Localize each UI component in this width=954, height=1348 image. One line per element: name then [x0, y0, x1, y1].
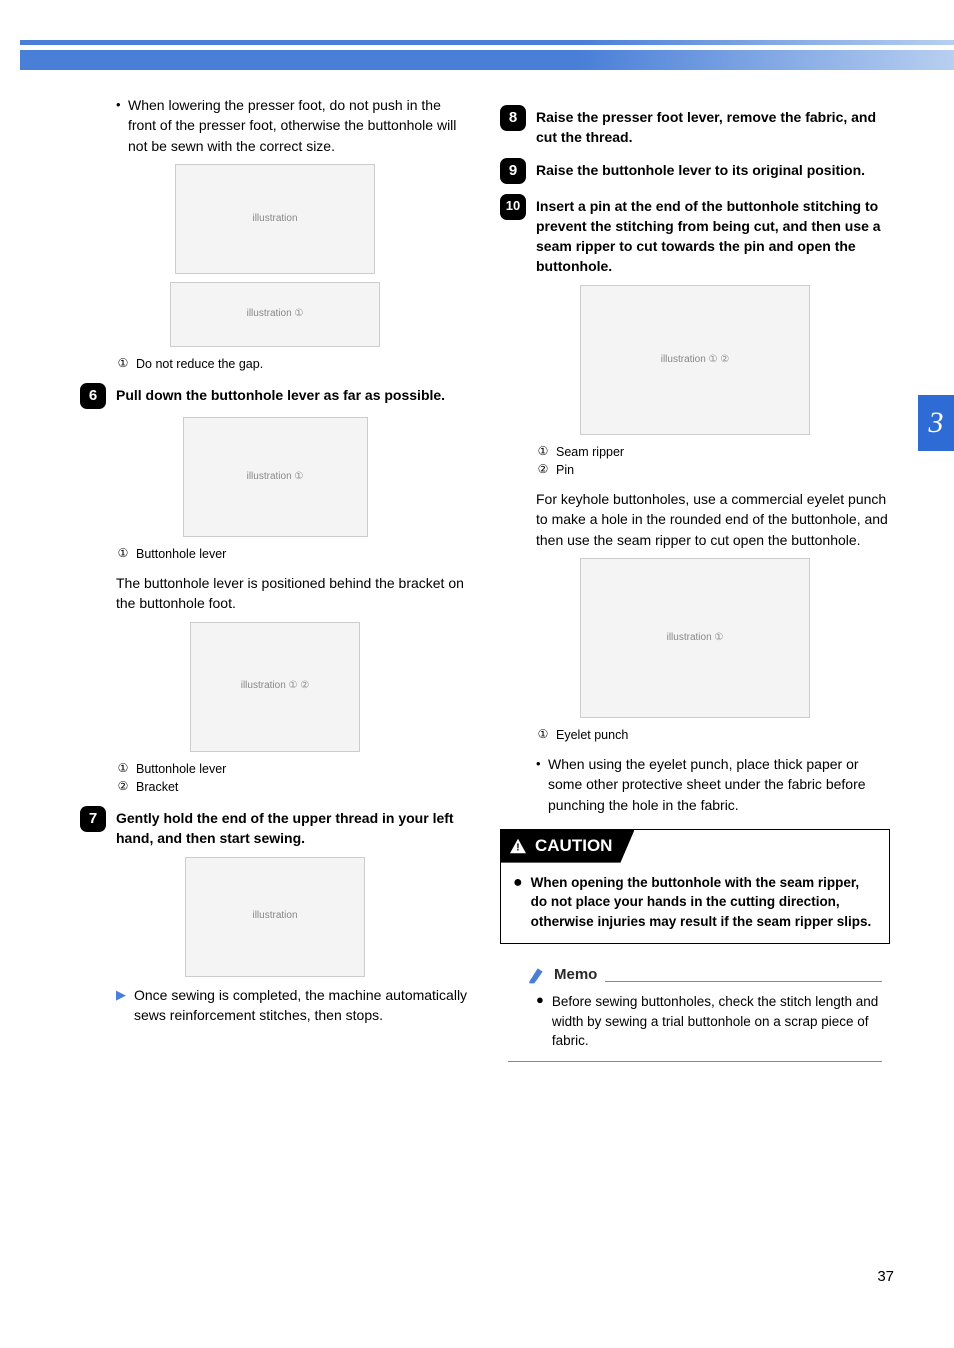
- callout-row: ① Seam ripper: [536, 443, 890, 461]
- callout-num: ①: [536, 726, 550, 744]
- caution-text: When opening the buttonhole with the sea…: [531, 873, 877, 932]
- figure-seam-ripper: illustration ① ②: [500, 285, 890, 435]
- step-7-title: Gently hold the end of the upper thread …: [116, 806, 470, 849]
- callout-text: Buttonhole lever: [136, 760, 226, 778]
- figure-placeholder: illustration ①: [170, 282, 380, 347]
- step-6-body: The buttonhole lever is positioned behin…: [80, 573, 470, 614]
- callout-num: ①: [116, 545, 130, 563]
- memo-rule: [605, 981, 882, 982]
- chapter-tab: 3: [918, 395, 954, 451]
- figure-placeholder: illustration: [175, 164, 375, 274]
- step-7-result: ▶ Once sewing is completed, the machine …: [80, 985, 470, 1026]
- caution-header: ! CAUTION: [501, 830, 634, 863]
- step-6: 6 Pull down the buttonhole lever as far …: [80, 383, 470, 409]
- step-badge: 7: [80, 806, 106, 832]
- memo-box: Memo ● Before sewing buttonholes, check …: [500, 964, 890, 1073]
- warning-icon: !: [509, 838, 527, 854]
- figure-presser-foot: illustration: [80, 164, 470, 274]
- callout-row: ① Buttonhole lever: [116, 545, 470, 563]
- step-10-title: Insert a pin at the end of the buttonhol…: [536, 194, 890, 277]
- caution-body: ● When opening the buttonhole with the s…: [501, 863, 889, 932]
- callout-row: ① Eyelet punch: [536, 726, 890, 744]
- step-10-body: For keyhole buttonholes, use a commercia…: [500, 489, 890, 550]
- memo-header: Memo: [508, 964, 882, 986]
- bullet-dot: ●: [536, 992, 544, 1051]
- callout-list: ① Do not reduce the gap.: [80, 355, 470, 373]
- figure-gap: illustration ①: [80, 282, 470, 347]
- callout-num: ②: [116, 778, 130, 796]
- callout-row: ② Pin: [536, 461, 890, 479]
- figure-placeholder: illustration ①: [580, 558, 810, 718]
- right-column: 8 Raise the presser foot lever, remove t…: [500, 95, 890, 1074]
- callout-text: Seam ripper: [556, 443, 624, 461]
- bullet-dot: •: [116, 95, 128, 156]
- step-badge: 9: [500, 158, 526, 184]
- bullet-dot: •: [536, 754, 548, 815]
- figure-placeholder: illustration ① ②: [190, 622, 360, 752]
- figure-buttonhole-lever: illustration ①: [80, 417, 470, 537]
- step-8: 8 Raise the presser foot lever, remove t…: [500, 105, 890, 148]
- page-number: 37: [877, 1266, 894, 1288]
- callout-row: ② Bracket: [116, 778, 470, 796]
- step-6-title: Pull down the buttonhole lever as far as…: [116, 383, 470, 409]
- intro-bullet: • When lowering the presser foot, do not…: [80, 95, 470, 156]
- memo-text: Before sewing buttonholes, check the sti…: [552, 992, 882, 1051]
- callout-text: Eyelet punch: [556, 726, 628, 744]
- step-badge: 10: [500, 194, 526, 220]
- eyelet-bullet: • When using the eyelet punch, place thi…: [500, 754, 890, 815]
- intro-text: When lowering the presser foot, do not p…: [128, 95, 470, 156]
- page-header-bar: [20, 50, 954, 70]
- figure-eyelet-punch: illustration ①: [500, 558, 890, 718]
- memo-icon: [526, 965, 546, 985]
- callout-num: ①: [536, 443, 550, 461]
- callout-list: ① Buttonhole lever ② Bracket: [80, 760, 470, 796]
- chapter-number: 3: [929, 401, 944, 445]
- step-7: 7 Gently hold the end of the upper threa…: [80, 806, 470, 849]
- step-badge: 8: [500, 105, 526, 131]
- result-text: Once sewing is completed, the machine au…: [134, 985, 470, 1026]
- svg-text:!: !: [516, 843, 519, 854]
- caution-box: ! CAUTION ● When opening the buttonhole …: [500, 829, 890, 944]
- callout-num: ②: [536, 461, 550, 479]
- step-10: 10 Insert a pin at the end of the button…: [500, 194, 890, 277]
- callout-list: ① Eyelet punch: [500, 726, 890, 744]
- callout-num: ①: [116, 760, 130, 778]
- step-8-title: Raise the presser foot lever, remove the…: [536, 105, 890, 148]
- figure-sewing: illustration: [80, 857, 470, 977]
- callout-text: Buttonhole lever: [136, 545, 226, 563]
- page-content: • When lowering the presser foot, do not…: [80, 95, 890, 1074]
- left-column: • When lowering the presser foot, do not…: [80, 95, 470, 1074]
- callout-list: ① Buttonhole lever: [80, 545, 470, 563]
- callout-row: ① Do not reduce the gap.: [116, 355, 470, 373]
- figure-placeholder: illustration: [185, 857, 365, 977]
- callout-num: ①: [116, 355, 130, 373]
- figure-placeholder: illustration ① ②: [580, 285, 810, 435]
- bullet-dot: ●: [513, 873, 523, 932]
- caution-title: CAUTION: [535, 834, 612, 859]
- step-9: 9 Raise the buttonhole lever to its orig…: [500, 158, 890, 184]
- step-9-title: Raise the buttonhole lever to its origin…: [536, 158, 890, 184]
- result-arrow-icon: ▶: [116, 985, 126, 1026]
- memo-title: Memo: [554, 964, 597, 986]
- callout-row: ① Buttonhole lever: [116, 760, 470, 778]
- callout-text: Bracket: [136, 778, 178, 796]
- step-badge: 6: [80, 383, 106, 409]
- callout-list: ① Seam ripper ② Pin: [500, 443, 890, 479]
- figure-bracket: illustration ① ②: [80, 622, 470, 752]
- memo-rule-bottom: [508, 1061, 882, 1062]
- memo-body: ● Before sewing buttonholes, check the s…: [508, 986, 882, 1051]
- figure-placeholder: illustration ①: [183, 417, 368, 537]
- callout-text: Do not reduce the gap.: [136, 355, 263, 373]
- eyelet-bullet-text: When using the eyelet punch, place thick…: [548, 754, 890, 815]
- callout-text: Pin: [556, 461, 574, 479]
